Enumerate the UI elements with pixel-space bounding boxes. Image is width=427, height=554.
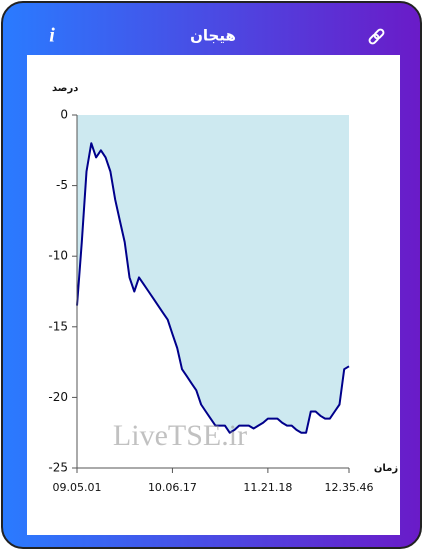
x-axis-label: زمان: [374, 463, 398, 474]
x-tick-label: 11.21.18: [243, 481, 292, 494]
y-tick-label: -5: [56, 178, 68, 192]
y-axis-label: درصد: [52, 83, 78, 94]
x-tick-label: 12.35.46: [325, 481, 374, 494]
header-title: هیجان: [190, 27, 236, 45]
y-tick-label: -10: [48, 249, 68, 263]
watermark: LiveTSE.ir: [113, 419, 247, 452]
y-tick-label: -20: [48, 390, 68, 404]
area: [77, 115, 349, 433]
x-tick-label: 10.06.17: [148, 481, 197, 494]
y-tick-label: 0: [60, 108, 68, 122]
x-tick-label: 09.05.01: [53, 481, 102, 494]
info-button[interactable]: i: [49, 25, 55, 47]
line: [76, 142, 350, 434]
link-button[interactable]: [368, 28, 385, 45]
y-tick-label: -15: [48, 319, 68, 333]
y-tick-label: -25: [48, 461, 68, 475]
